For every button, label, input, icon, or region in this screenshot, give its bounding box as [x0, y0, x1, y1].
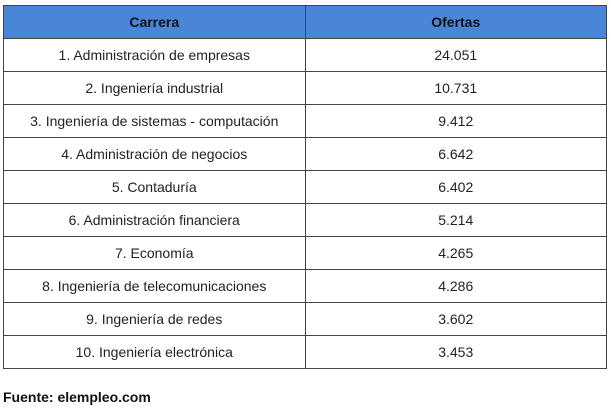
- table-row: 10. Ingeniería electrónica 3.453: [3, 335, 607, 369]
- table-row: 5. Contaduría 6.402: [3, 170, 607, 204]
- table-cell: 1. Administración de empresas: [3, 38, 306, 72]
- header-cell: Ofertas: [304, 5, 607, 39]
- table-cell: 3. Ingeniería de sistemas - computación: [3, 104, 306, 138]
- table-cell: 8. Ingeniería de telecomunicaciones: [3, 269, 306, 303]
- table-cell: 6.402: [304, 170, 607, 204]
- data-table: Carrera Ofertas 1. Administración de emp…: [3, 5, 607, 369]
- table-cell: 7. Economía: [3, 236, 306, 270]
- table-cell: 10.731: [304, 71, 607, 105]
- header-cell: Carrera: [3, 5, 306, 39]
- table-cell: 4. Administración de negocios: [3, 137, 306, 171]
- table-cell: 9. Ingeniería de redes: [3, 302, 306, 336]
- table-cell: 9.412: [304, 104, 607, 138]
- table-cell: 3.602: [304, 302, 607, 336]
- table-cell: 4.265: [304, 236, 607, 270]
- table-head: Carrera Ofertas: [3, 5, 607, 39]
- table-cell: 4.286: [304, 269, 607, 303]
- table-row: 9. Ingeniería de redes 3.602: [3, 302, 607, 336]
- header-row: Carrera Ofertas: [3, 5, 607, 39]
- table-cell: 10. Ingeniería electrónica: [3, 335, 306, 369]
- table-row: 7. Economía 4.265: [3, 236, 607, 270]
- table-row: 8. Ingeniería de telecomunicaciones 4.286: [3, 269, 607, 303]
- table-row: 4. Administración de negocios 6.642: [3, 137, 607, 171]
- table-row: 3. Ingeniería de sistemas - computación 9…: [3, 104, 607, 138]
- source-note: Fuente: elempleo.com: [3, 389, 151, 405]
- table-row: 2. Ingeniería industrial 10.731: [3, 71, 607, 105]
- table-cell: 2. Ingeniería industrial: [3, 71, 306, 105]
- table-body: 1. Administración de empresas 24.051 2. In…: [3, 38, 607, 369]
- table-row: 6. Administración financiera 5.214: [3, 203, 607, 237]
- table-cell: 5.214: [304, 203, 607, 237]
- table-row: 1. Administración de empresas 24.051: [3, 38, 607, 72]
- table-cell: 6. Administración financiera: [3, 203, 306, 237]
- table-cell: 5. Contaduría: [3, 170, 306, 204]
- table-cell: 3.453: [304, 335, 607, 369]
- table-cell: 24.051: [304, 38, 607, 72]
- table-cell: 6.642: [304, 137, 607, 171]
